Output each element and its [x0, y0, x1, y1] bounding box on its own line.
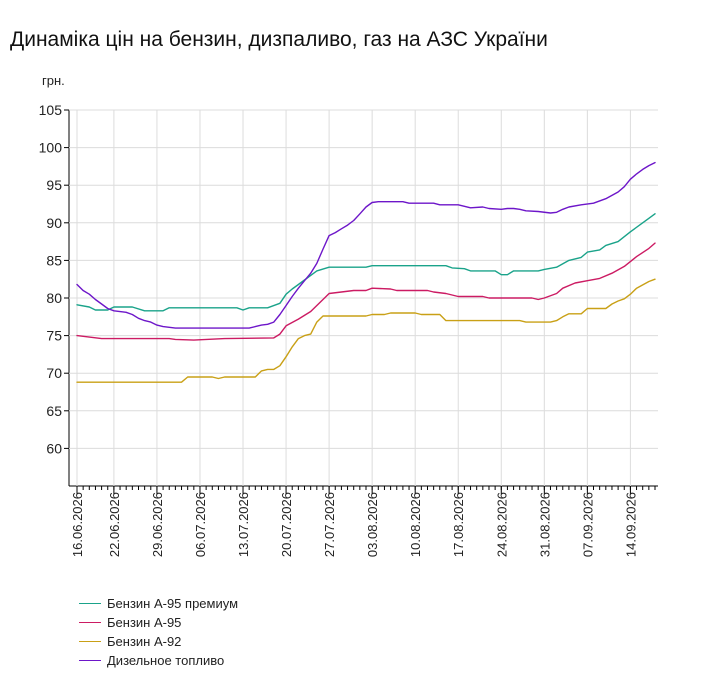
x-tick-label: 16.06.2026	[70, 492, 85, 557]
legend-swatch	[79, 660, 101, 661]
series-line-3	[76, 278, 656, 383]
x-tick-label: 20.07.2026	[279, 492, 294, 557]
x-tick-label: 22.06.2026	[107, 492, 122, 557]
legend-swatch	[79, 603, 101, 604]
y-tick-label: 105	[39, 102, 63, 118]
series-line-1	[76, 213, 656, 312]
y-tick-label: 90	[46, 215, 62, 231]
x-tick-label: 03.08.2026	[365, 492, 380, 557]
y-tick-label: 75	[46, 328, 62, 344]
series-line-4	[76, 161, 656, 329]
y-tick-label: 100	[39, 140, 63, 156]
chart-title: Динаміка цін на бензин, дизпаливо, газ н…	[10, 28, 548, 51]
y-tick-label: 95	[46, 177, 62, 193]
legend-swatch	[79, 641, 101, 642]
x-tick-label: 07.09.2026	[580, 492, 595, 557]
y-tick-label: 85	[46, 252, 62, 268]
y-tick-label: 60	[46, 440, 62, 456]
x-tick-label: 13.07.2026	[236, 492, 251, 557]
legend-item: Дизельное топливо	[79, 651, 238, 670]
x-tick-label: 27.07.2026	[322, 492, 337, 557]
legend-label: Бензин А-92	[107, 634, 182, 649]
x-tick-label: 29.06.2026	[150, 492, 165, 557]
legend-item: Бензин А-95	[79, 613, 238, 632]
legend-item: Бензин А-95 премиум	[79, 594, 238, 613]
legend-label: Дизельное топливо	[107, 653, 225, 668]
y-tick-label: 80	[46, 290, 62, 306]
x-tick-label: 10.08.2026	[408, 492, 423, 557]
series-line-2	[76, 242, 656, 341]
chart-legend: Бензин А-95 премиум Бензин А-95 Бензин А-9…	[79, 594, 238, 670]
legend-swatch	[79, 622, 101, 623]
x-tick-label: 31.08.2026	[537, 492, 552, 557]
x-tick-label: 24.08.2026	[494, 492, 509, 557]
y-tick-label: 70	[46, 365, 62, 381]
x-tick-label: 06.07.2026	[193, 492, 208, 557]
y-axis-label: грн.	[42, 73, 65, 88]
legend-label: Бензин А-95	[107, 615, 182, 630]
legend-item: Бензин А-92	[79, 632, 238, 651]
y-tick-label: 65	[46, 403, 62, 419]
x-tick-label: 17.08.2026	[451, 492, 466, 557]
x-tick-label: 14.09.2026	[623, 492, 638, 557]
legend-label: Бензин А-95 премиум	[107, 596, 239, 611]
